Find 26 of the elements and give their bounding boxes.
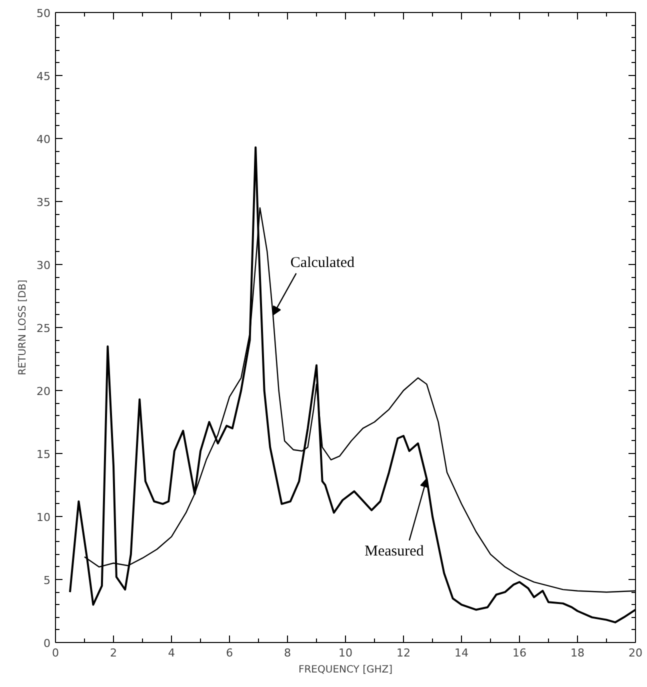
x-tick-label: 12 xyxy=(396,646,410,660)
x-axis-title: FREQUENCY [GHZ] xyxy=(298,664,393,676)
y-tick-label: 20 xyxy=(36,385,51,398)
x-tick-label: 14 xyxy=(454,646,468,660)
y-tick-label: 40 xyxy=(36,133,51,146)
x-tick-label: 0 xyxy=(52,646,59,660)
y-axis-title: RETURN LOSS [DB] xyxy=(18,280,29,376)
y-tick-label: 30 xyxy=(36,259,51,272)
y-tick-label: 45 xyxy=(36,70,51,83)
x-tick-label: 6 xyxy=(226,646,233,660)
series-label: Calculated xyxy=(290,254,356,271)
y-tick-label: 25 xyxy=(36,322,51,335)
x-tick-label: 4 xyxy=(168,646,175,660)
y-tick-label: 10 xyxy=(36,511,51,524)
x-tick-label: 16 xyxy=(512,646,526,660)
y-tick-label: 0 xyxy=(44,637,50,650)
x-tick-label: 20 xyxy=(628,646,642,660)
y-tick-label: 5 xyxy=(44,574,50,587)
series-label: Measured xyxy=(364,543,424,560)
y-tick-label: 35 xyxy=(36,196,51,209)
x-tick-label: 8 xyxy=(284,646,291,660)
x-tick-label: 10 xyxy=(338,646,352,660)
x-tick-label: 18 xyxy=(570,646,584,660)
x-tick-label: 2 xyxy=(110,646,117,660)
y-tick-label: 15 xyxy=(36,448,51,461)
y-tick-label: 50 xyxy=(36,7,51,20)
